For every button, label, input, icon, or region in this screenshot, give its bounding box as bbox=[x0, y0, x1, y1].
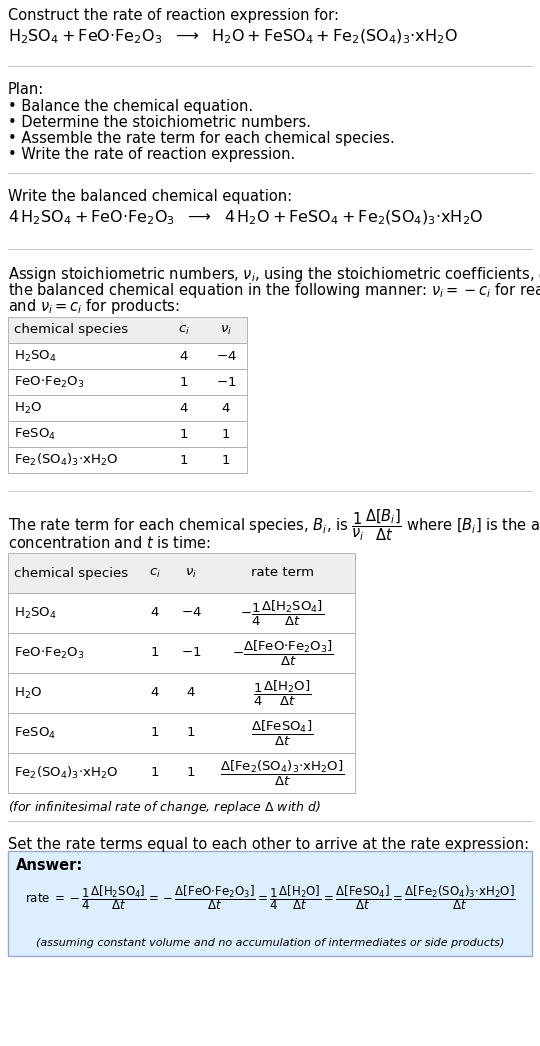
Text: rate $= -\dfrac{1}{4}\dfrac{\Delta[\mathrm{H_2SO_4}]}{\Delta t} = -\dfrac{\Delta: rate $= -\dfrac{1}{4}\dfrac{\Delta[\math… bbox=[25, 883, 515, 912]
Text: 1: 1 bbox=[151, 727, 159, 740]
Text: $\dfrac{1}{4}\dfrac{\Delta[\mathrm{H_2O}]}{\Delta t}$: $\dfrac{1}{4}\dfrac{\Delta[\mathrm{H_2O}… bbox=[253, 679, 312, 707]
Text: $\mathrm{H_2SO_4}$: $\mathrm{H_2SO_4}$ bbox=[14, 606, 57, 620]
Bar bbox=[8, 713, 355, 753]
Text: $\mathrm{FeO{\cdot}Fe_2O_3}$: $\mathrm{FeO{\cdot}Fe_2O_3}$ bbox=[14, 374, 84, 389]
Bar bbox=[8, 633, 355, 673]
Text: $\mathrm{H_2O}$: $\mathrm{H_2O}$ bbox=[14, 685, 42, 701]
Text: $\dfrac{\Delta[\mathrm{FeSO_4}]}{\Delta t}$: $\dfrac{\Delta[\mathrm{FeSO_4}]}{\Delta … bbox=[251, 719, 314, 748]
Text: • Write the rate of reaction expression.: • Write the rate of reaction expression. bbox=[8, 147, 295, 162]
Text: chemical species: chemical species bbox=[14, 323, 128, 337]
Text: $-1$: $-1$ bbox=[181, 646, 201, 659]
Text: • Assemble the rate term for each chemical species.: • Assemble the rate term for each chemic… bbox=[8, 131, 395, 146]
Text: $\mathrm{4\,H_2SO_4 + FeO{\cdot}Fe_2O_3}$  $\longrightarrow$  $\mathrm{4\,H_2O +: $\mathrm{4\,H_2SO_4 + FeO{\cdot}Fe_2O_3}… bbox=[8, 209, 483, 227]
Text: $-\dfrac{\Delta[\mathrm{FeO{\cdot}Fe_2O_3}]}{\Delta t}$: $-\dfrac{\Delta[\mathrm{FeO{\cdot}Fe_2O_… bbox=[232, 638, 333, 667]
Text: 1: 1 bbox=[222, 454, 230, 467]
Text: 4: 4 bbox=[222, 402, 230, 414]
Text: Answer:: Answer: bbox=[16, 858, 83, 873]
Text: $\mathrm{FeSO_4}$: $\mathrm{FeSO_4}$ bbox=[14, 427, 56, 441]
Text: $\nu_i$: $\nu_i$ bbox=[185, 567, 197, 579]
Text: $\mathrm{FeSO_4}$: $\mathrm{FeSO_4}$ bbox=[14, 726, 56, 741]
Text: $\dfrac{\Delta[\mathrm{Fe_2(SO_4)_3{\cdot}xH_2O}]}{\Delta t}$: $\dfrac{\Delta[\mathrm{Fe_2(SO_4)_3{\cdo… bbox=[220, 758, 345, 788]
Text: $\nu_i$: $\nu_i$ bbox=[220, 323, 232, 337]
Text: 1: 1 bbox=[180, 428, 188, 440]
Text: $\mathrm{Fe_2(SO_4)_3{\cdot}xH_2O}$: $\mathrm{Fe_2(SO_4)_3{\cdot}xH_2O}$ bbox=[14, 765, 118, 781]
Bar bbox=[8, 317, 247, 343]
Text: 1: 1 bbox=[151, 646, 159, 659]
Text: $\mathrm{H_2SO_4 + FeO{\cdot}Fe_2O_3}$  $\longrightarrow$  $\mathrm{H_2O + FeSO_: $\mathrm{H_2SO_4 + FeO{\cdot}Fe_2O_3}$ $… bbox=[8, 28, 458, 46]
Text: Set the rate terms equal to each other to arrive at the rate expression:: Set the rate terms equal to each other t… bbox=[8, 837, 529, 852]
Text: $\mathrm{FeO{\cdot}Fe_2O_3}$: $\mathrm{FeO{\cdot}Fe_2O_3}$ bbox=[14, 645, 84, 661]
Text: $\mathrm{H_2SO_4}$: $\mathrm{H_2SO_4}$ bbox=[14, 348, 57, 364]
Text: 4: 4 bbox=[180, 349, 188, 363]
Bar bbox=[8, 673, 355, 713]
Text: 4: 4 bbox=[151, 686, 159, 700]
Text: $-4$: $-4$ bbox=[215, 349, 237, 363]
Text: 1: 1 bbox=[222, 428, 230, 440]
Text: 1: 1 bbox=[187, 727, 195, 740]
Text: 1: 1 bbox=[180, 376, 188, 388]
Text: 1: 1 bbox=[187, 767, 195, 779]
Bar bbox=[8, 553, 355, 593]
Text: $\mathrm{H_2O}$: $\mathrm{H_2O}$ bbox=[14, 401, 42, 415]
Text: $c_i$: $c_i$ bbox=[178, 323, 190, 337]
Text: $-4$: $-4$ bbox=[180, 607, 201, 619]
Bar bbox=[8, 753, 355, 793]
FancyBboxPatch shape bbox=[8, 851, 532, 956]
Text: (assuming constant volume and no accumulation of intermediates or side products): (assuming constant volume and no accumul… bbox=[36, 938, 504, 948]
Text: $c_i$: $c_i$ bbox=[149, 567, 161, 579]
Text: • Balance the chemical equation.: • Balance the chemical equation. bbox=[8, 99, 253, 114]
Text: $\mathrm{Fe_2(SO_4)_3{\cdot}xH_2O}$: $\mathrm{Fe_2(SO_4)_3{\cdot}xH_2O}$ bbox=[14, 452, 118, 468]
Text: 1: 1 bbox=[151, 767, 159, 779]
Text: the balanced chemical equation in the following manner: $\nu_i = -c_i$ for react: the balanced chemical equation in the fo… bbox=[8, 281, 540, 300]
Text: 1: 1 bbox=[180, 454, 188, 467]
Text: Write the balanced chemical equation:: Write the balanced chemical equation: bbox=[8, 189, 292, 204]
Bar bbox=[8, 420, 247, 447]
Bar bbox=[8, 343, 247, 369]
Text: 4: 4 bbox=[151, 607, 159, 619]
Text: Construct the rate of reaction expression for:: Construct the rate of reaction expressio… bbox=[8, 8, 339, 23]
Text: rate term: rate term bbox=[251, 567, 314, 579]
Text: • Determine the stoichiometric numbers.: • Determine the stoichiometric numbers. bbox=[8, 115, 311, 130]
Text: Assign stoichiometric numbers, $\nu_i$, using the stoichiometric coefficients, $: Assign stoichiometric numbers, $\nu_i$, … bbox=[8, 265, 540, 285]
Bar bbox=[8, 395, 247, 420]
Text: (for infinitesimal rate of change, replace $\Delta$ with $d$): (for infinitesimal rate of change, repla… bbox=[8, 799, 321, 816]
Text: The rate term for each chemical species, $B_i$, is $\dfrac{1}{\nu_i}\dfrac{\Delt: The rate term for each chemical species,… bbox=[8, 507, 540, 543]
Bar bbox=[8, 369, 247, 395]
Text: chemical species: chemical species bbox=[14, 567, 128, 579]
Text: $-\dfrac{1}{4}\dfrac{\Delta[\mathrm{H_2SO_4}]}{\Delta t}$: $-\dfrac{1}{4}\dfrac{\Delta[\mathrm{H_2S… bbox=[240, 598, 325, 628]
Text: concentration and $t$ is time:: concentration and $t$ is time: bbox=[8, 535, 211, 551]
Bar bbox=[8, 447, 247, 473]
Text: and $\nu_i = c_i$ for products:: and $\nu_i = c_i$ for products: bbox=[8, 297, 180, 316]
Text: $-1$: $-1$ bbox=[216, 376, 236, 388]
Text: 4: 4 bbox=[180, 402, 188, 414]
Text: Plan:: Plan: bbox=[8, 82, 44, 97]
Bar bbox=[8, 593, 355, 633]
Text: 4: 4 bbox=[187, 686, 195, 700]
